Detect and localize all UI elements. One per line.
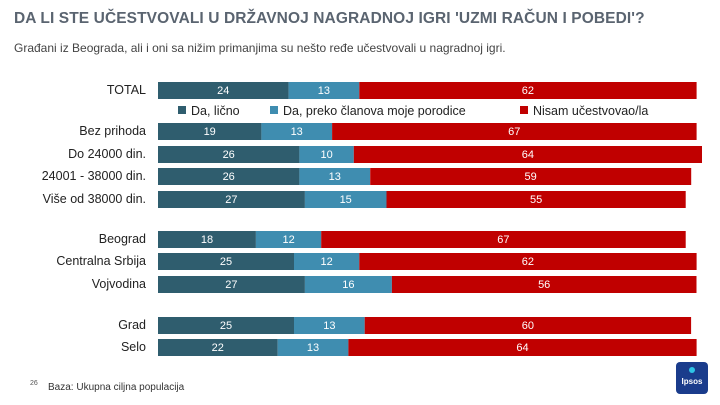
legend-label: Da, lično xyxy=(191,104,240,118)
category-label: Više od 38000 din. xyxy=(42,192,146,206)
bar-segment xyxy=(294,317,365,334)
bar-segment xyxy=(288,82,360,99)
data-label: 13 xyxy=(307,342,319,354)
data-label: 24 xyxy=(217,85,229,97)
data-label: 22 xyxy=(212,342,224,354)
bar-segment xyxy=(294,253,360,270)
bar-segment xyxy=(158,168,300,185)
bar-segment xyxy=(158,82,289,99)
base-note: Baza: Ukupna ciljna populacija xyxy=(48,382,185,393)
page-number: 26 xyxy=(30,380,38,387)
data-label: 19 xyxy=(204,126,216,138)
data-label: 67 xyxy=(497,234,509,246)
bar-segment xyxy=(391,276,697,293)
data-label: 26 xyxy=(223,149,235,161)
category-label: Selo xyxy=(120,340,146,354)
bar-segment xyxy=(332,123,697,140)
category-label: TOTAL xyxy=(106,83,146,97)
data-label: 60 xyxy=(522,320,534,332)
legend-swatch xyxy=(178,106,186,114)
page-subtitle: Građani iz Beograda, ali i oni sa nižim … xyxy=(14,41,506,55)
data-label: 27 xyxy=(225,279,237,291)
data-label: 25 xyxy=(220,256,232,268)
data-label: 62 xyxy=(522,256,534,268)
bar-segment xyxy=(158,276,305,293)
category-label: Beograd xyxy=(98,232,146,246)
ipsos-logo: Ipsos xyxy=(676,362,708,394)
data-label: 27 xyxy=(225,194,237,206)
bar-segment xyxy=(158,123,262,140)
legend-swatch xyxy=(520,106,528,114)
bar-segment xyxy=(304,191,387,208)
legend-label: Da, preko članova moje porodice xyxy=(283,104,466,118)
bar-segment xyxy=(359,253,697,270)
bar-segment xyxy=(158,317,294,334)
bar-segment xyxy=(261,123,333,140)
bar-segment xyxy=(370,168,692,185)
bar-segment xyxy=(255,231,322,248)
data-label: 64 xyxy=(516,342,528,354)
legend-swatch xyxy=(270,106,278,114)
data-label: 56 xyxy=(538,279,550,291)
data-label: 10 xyxy=(320,149,332,161)
data-label: 26 xyxy=(223,171,235,183)
data-label: 59 xyxy=(524,171,536,183)
data-label: 13 xyxy=(291,126,303,138)
data-label: 15 xyxy=(340,194,352,206)
category-label: Vojvodina xyxy=(91,277,146,291)
bar-segment xyxy=(158,191,305,208)
bar-segment xyxy=(277,339,349,356)
legend-item-da-preko-porodice: Da, preko članova moje porodice xyxy=(270,104,466,118)
data-label: 16 xyxy=(342,279,354,291)
bar-segment xyxy=(299,146,354,163)
bar-segment xyxy=(348,339,697,356)
category-label: Centralna Srbija xyxy=(56,254,146,268)
category-label: 24001 - 38000 din. xyxy=(41,169,146,183)
category-label: Bez prihoda xyxy=(79,124,146,138)
bar-segment xyxy=(321,231,686,248)
logo-dot xyxy=(689,367,695,373)
data-label: 18 xyxy=(201,234,213,246)
data-label: 12 xyxy=(320,256,332,268)
bar-segment xyxy=(304,276,392,293)
data-label: 64 xyxy=(522,149,534,161)
bar-segment xyxy=(359,82,697,99)
logo-text: Ipsos xyxy=(681,377,703,386)
bar-segment xyxy=(299,168,371,185)
page-title: DA LI STE UČESTVOVALI U DRŽAVNOJ NAGRADN… xyxy=(14,10,645,27)
bar-segment xyxy=(364,317,692,334)
data-label: 55 xyxy=(530,194,542,206)
legend-label: Nisam učestvovao/la xyxy=(533,104,649,118)
legend-item-nisam-ucestvovao: Nisam učestvovao/la xyxy=(520,104,648,118)
data-label: 13 xyxy=(329,171,341,183)
category-label: Grad xyxy=(118,318,146,332)
category-label: Do 24000 din. xyxy=(68,147,146,161)
data-label: 62 xyxy=(522,85,534,97)
legend-item-da-licno: Da, lično xyxy=(178,104,240,118)
data-label: 12 xyxy=(282,234,294,246)
data-label: 13 xyxy=(318,85,330,97)
bar-segment xyxy=(158,339,278,356)
data-label: 13 xyxy=(323,320,335,332)
bar-segment xyxy=(158,146,300,163)
bar-segment xyxy=(353,146,702,163)
bar-segment xyxy=(158,253,294,270)
bar-segment xyxy=(158,231,256,248)
data-label: 67 xyxy=(508,126,520,138)
data-label: 25 xyxy=(220,320,232,332)
bar-segment xyxy=(386,191,686,208)
